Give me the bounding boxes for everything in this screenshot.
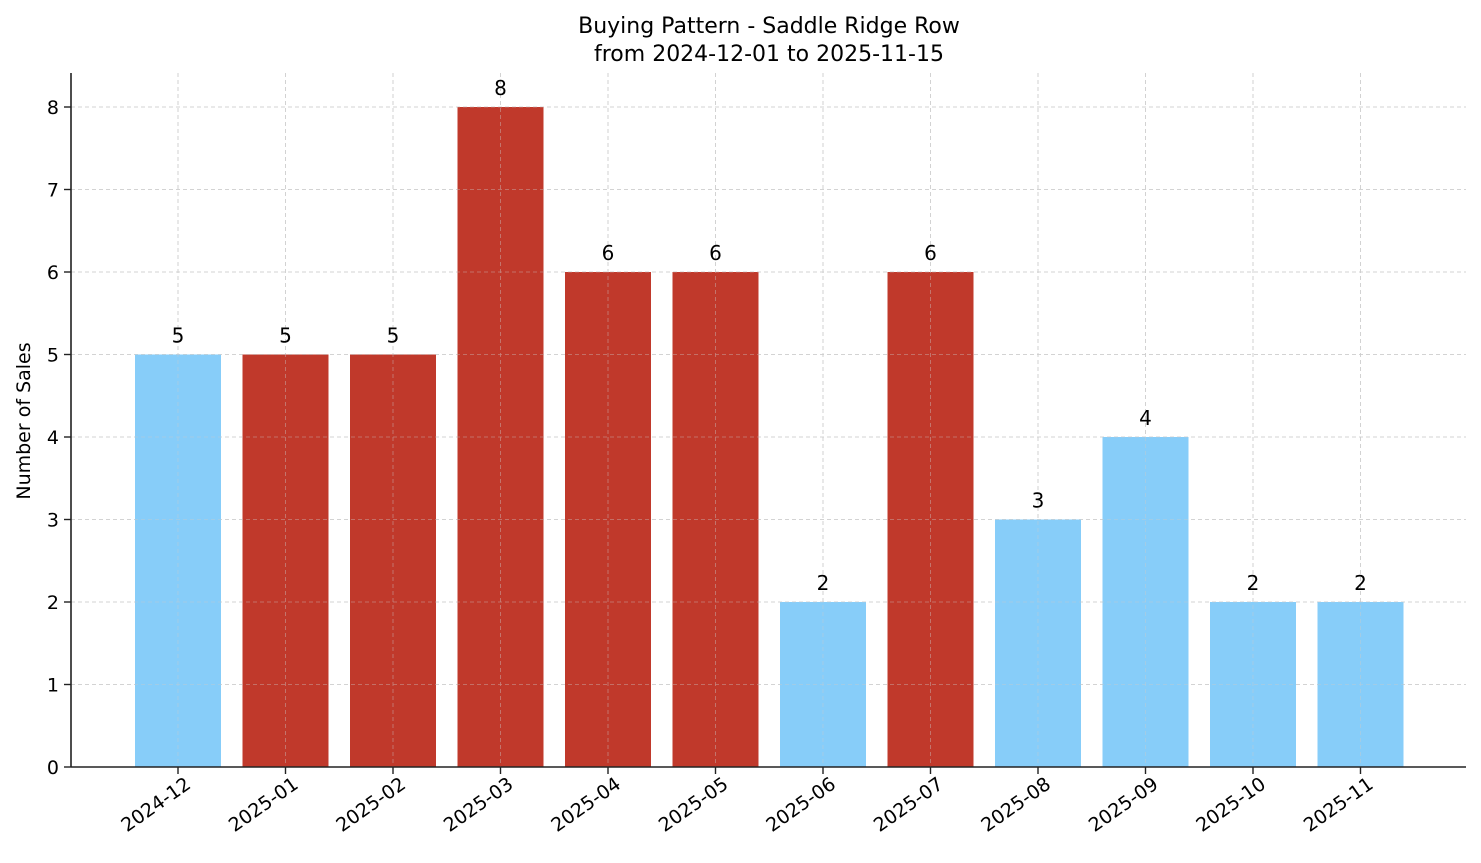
chart-subtitle: from 2024-12-01 to 2025-11-15 [594, 42, 944, 67]
y-tick-label: 3 [47, 510, 59, 532]
bar-value-label: 3 [1032, 489, 1045, 513]
x-ticks: 2024-12 2025-01 2025-02 2025-03 2025-04 2025-… [117, 767, 1377, 837]
chart-title: Buying Pattern - Saddle Ridge Row [578, 14, 960, 39]
y-tick-label: 0 [47, 757, 59, 779]
axes [70, 73, 1466, 768]
x-tick-label: 2025-06 [762, 773, 840, 837]
x-tick-label: 2025-09 [1085, 773, 1163, 837]
y-tick-label: 4 [47, 427, 59, 449]
y-tick-label: 7 [47, 180, 59, 202]
x-tick-label: 2025-04 [547, 773, 625, 837]
y-tick-label: 1 [47, 675, 59, 697]
y-axis-label: Number of Sales [13, 342, 35, 499]
gridlines-overlay [71, 73, 1466, 767]
bar-value-label: 6 [602, 241, 615, 265]
bar-value-label: 6 [924, 241, 937, 265]
data-labels: 5 5 5 8 6 6 2 6 3 4 2 2 [172, 76, 1367, 595]
x-tick-label: 2025-03 [440, 773, 518, 837]
bar-value-label: 4 [1139, 406, 1152, 430]
x-tick-label: 2024-12 [117, 773, 195, 837]
bar-value-label: 8 [494, 76, 507, 100]
bar-value-label: 5 [387, 324, 400, 348]
x-tick-label: 2025-10 [1192, 773, 1270, 837]
x-tick-label: 2025-08 [977, 773, 1055, 837]
y-tick-label: 2 [47, 592, 59, 614]
bar-value-label: 5 [279, 324, 292, 348]
x-tick-label: 2025-07 [870, 773, 948, 837]
bar-value-label: 2 [817, 571, 830, 595]
bar-value-label: 2 [1247, 571, 1260, 595]
y-tick-label: 5 [47, 345, 59, 367]
bar-value-label: 5 [172, 324, 185, 348]
x-tick-label: 2025-01 [225, 773, 303, 837]
x-tick-label: 2025-11 [1300, 773, 1378, 837]
bar-value-label: 2 [1354, 571, 1367, 595]
y-tick-label: 8 [47, 97, 59, 119]
bar-value-label: 6 [709, 241, 722, 265]
y-ticks: 0 1 2 3 4 5 6 7 8 [47, 97, 71, 779]
y-tick-label: 6 [47, 262, 59, 284]
x-tick-label: 2025-05 [655, 773, 733, 837]
x-tick-label: 2025-02 [332, 773, 410, 837]
